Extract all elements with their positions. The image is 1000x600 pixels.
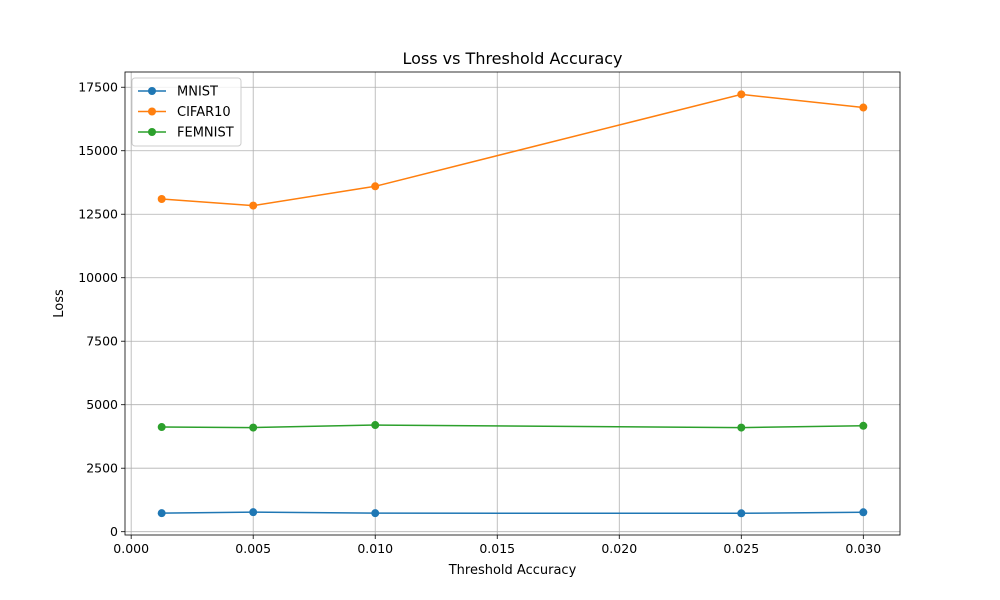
data-point-mnist: [157, 509, 166, 518]
data-point-cifar10: [859, 103, 868, 112]
data-point-mnist: [859, 508, 868, 517]
legend-marker: [148, 87, 156, 95]
y-tick-label: 5000: [86, 397, 118, 412]
chart-title: Loss vs Threshold Accuracy: [402, 49, 622, 68]
x-axis: 0.000 0.005 0.010 0.015 0.020 0.025 0.030: [113, 535, 881, 556]
legend-marker: [148, 128, 156, 136]
legend-item-cifar10: CIFAR10: [138, 105, 231, 120]
series-cifar10: [157, 90, 868, 210]
data-point-mnist: [737, 509, 746, 518]
data-point-femnist: [249, 423, 258, 432]
data-point-cifar10: [157, 194, 166, 203]
x-tick-label: 0.015: [479, 541, 515, 556]
y-axis-label: Loss: [52, 289, 67, 318]
data-point-mnist: [371, 509, 380, 518]
data-point-femnist: [157, 423, 166, 432]
data-point-cifar10: [737, 90, 746, 99]
y-tick-label: 2500: [86, 461, 118, 476]
data-point-mnist: [249, 508, 258, 517]
legend-label: MNIST: [177, 85, 218, 100]
legend-item-femnist: FEMNIST: [138, 126, 234, 141]
series-line-mnist: [161, 511, 864, 515]
y-tick-label: 0: [110, 524, 118, 539]
data-point-femnist: [737, 423, 746, 432]
x-tick-label: 0.005: [235, 541, 271, 556]
series-mnist: [157, 508, 868, 518]
series-layer: [157, 90, 868, 518]
legend-label: FEMNIST: [177, 126, 234, 141]
y-tick-label: 12500: [78, 207, 118, 222]
y-tick-label: 15000: [78, 143, 118, 158]
data-point-cifar10: [249, 201, 258, 210]
grid: [125, 72, 900, 535]
legend-marker: [148, 107, 156, 116]
x-tick-label: 0.000: [113, 541, 149, 556]
y-axis: 0 2500 5000 7500 10000 12500 15000 17500: [78, 80, 125, 539]
x-tick-label: 0.025: [723, 541, 759, 556]
plot-frame: [124, 71, 901, 536]
series-femnist: [157, 421, 868, 432]
x-tick-label: 0.020: [601, 541, 637, 556]
x-tick-label: 0.010: [357, 541, 393, 556]
legend-box: [131, 77, 242, 147]
data-point-femnist: [859, 421, 868, 430]
data-point-cifar10: [371, 182, 380, 191]
y-tick-label: 7500: [86, 334, 118, 349]
legend-label: CIFAR10: [177, 105, 231, 120]
series-line-cifar10: [161, 93, 864, 207]
x-axis-label: Threshold Accuracy: [448, 563, 577, 578]
legend-item-mnist: MNIST: [138, 85, 218, 100]
data-point-femnist: [371, 421, 380, 430]
legend: MNIST CIFAR10 FEMNIST: [131, 77, 242, 147]
y-tick-label: 10000: [78, 270, 118, 285]
x-tick-label: 0.030: [845, 541, 881, 556]
series-line-femnist: [161, 424, 864, 429]
y-tick-label: 17500: [78, 80, 118, 95]
